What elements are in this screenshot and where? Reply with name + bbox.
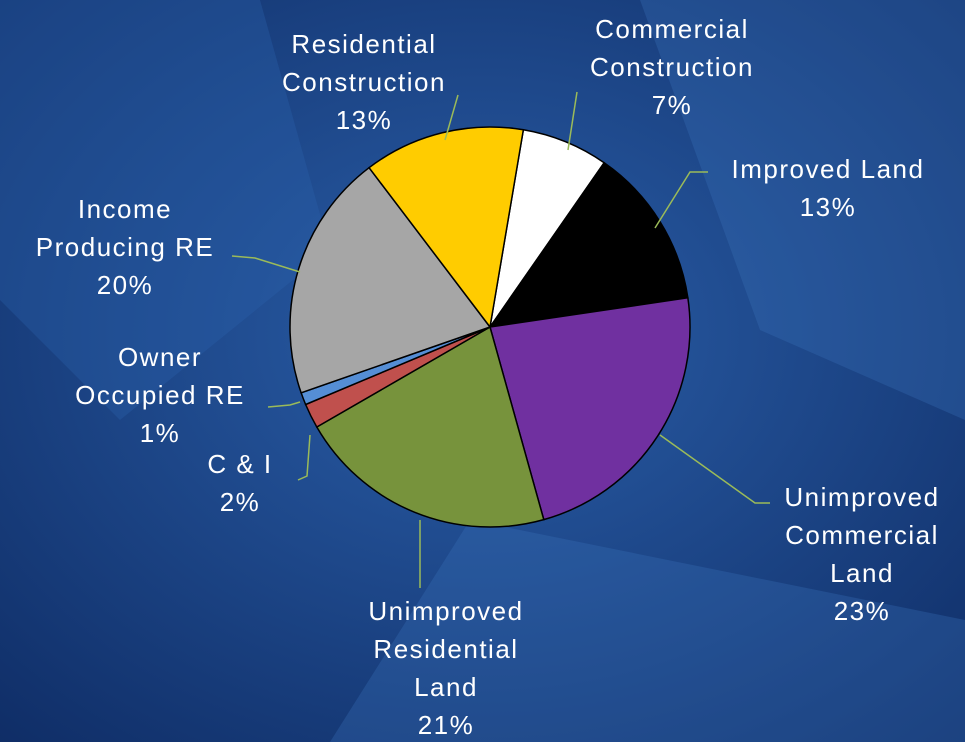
category-label: C & I: [207, 449, 273, 479]
leader-line: [231, 255, 301, 273]
leader-line: [659, 434, 770, 504]
background-star: [0, 0, 330, 420]
data-label: Residential Construction 13%: [234, 25, 494, 139]
category-label: Unimproved Residential Land: [368, 596, 524, 702]
value-label: 13%: [799, 192, 857, 222]
leader-line: [444, 94, 459, 141]
data-label: Improved Land 13%: [698, 150, 958, 226]
pie-slice: [289, 166, 492, 394]
value-label: 7%: [651, 90, 693, 120]
data-label: Commercial Construction 7%: [542, 10, 802, 124]
pie-slice: [315, 325, 545, 528]
pie-slice: [488, 161, 689, 328]
pie-slice: [489, 296, 691, 521]
value-label: 23%: [833, 596, 891, 626]
data-label: C & I 2%: [110, 445, 370, 521]
background-star: [330, 520, 965, 742]
value-label: 1%: [139, 418, 181, 448]
category-label: Income Producing RE: [35, 194, 215, 262]
value-label: 13%: [335, 105, 393, 135]
leader-line: [567, 91, 578, 151]
value-label: 20%: [96, 270, 154, 300]
data-label: Unimproved Commercial Land 23%: [732, 478, 965, 630]
category-label: Owner Occupied RE: [75, 342, 245, 410]
category-label: Residential Construction: [282, 29, 446, 97]
category-label: Improved Land: [731, 154, 925, 184]
value-label: 2%: [219, 487, 261, 517]
data-label: Owner Occupied RE 1%: [30, 338, 290, 452]
leader-line: [654, 171, 708, 229]
data-label: Unimproved Residential Land 21%: [316, 592, 576, 742]
leader-line: [267, 401, 301, 408]
category-label: Commercial Construction: [590, 14, 754, 82]
leader-line: [297, 434, 311, 481]
category-label: Unimproved Commercial Land: [784, 482, 940, 588]
background-star: [640, 0, 965, 420]
pie-slice: [368, 126, 525, 329]
value-label: 21%: [417, 710, 475, 740]
data-label: Income Producing RE 20%: [0, 190, 255, 304]
